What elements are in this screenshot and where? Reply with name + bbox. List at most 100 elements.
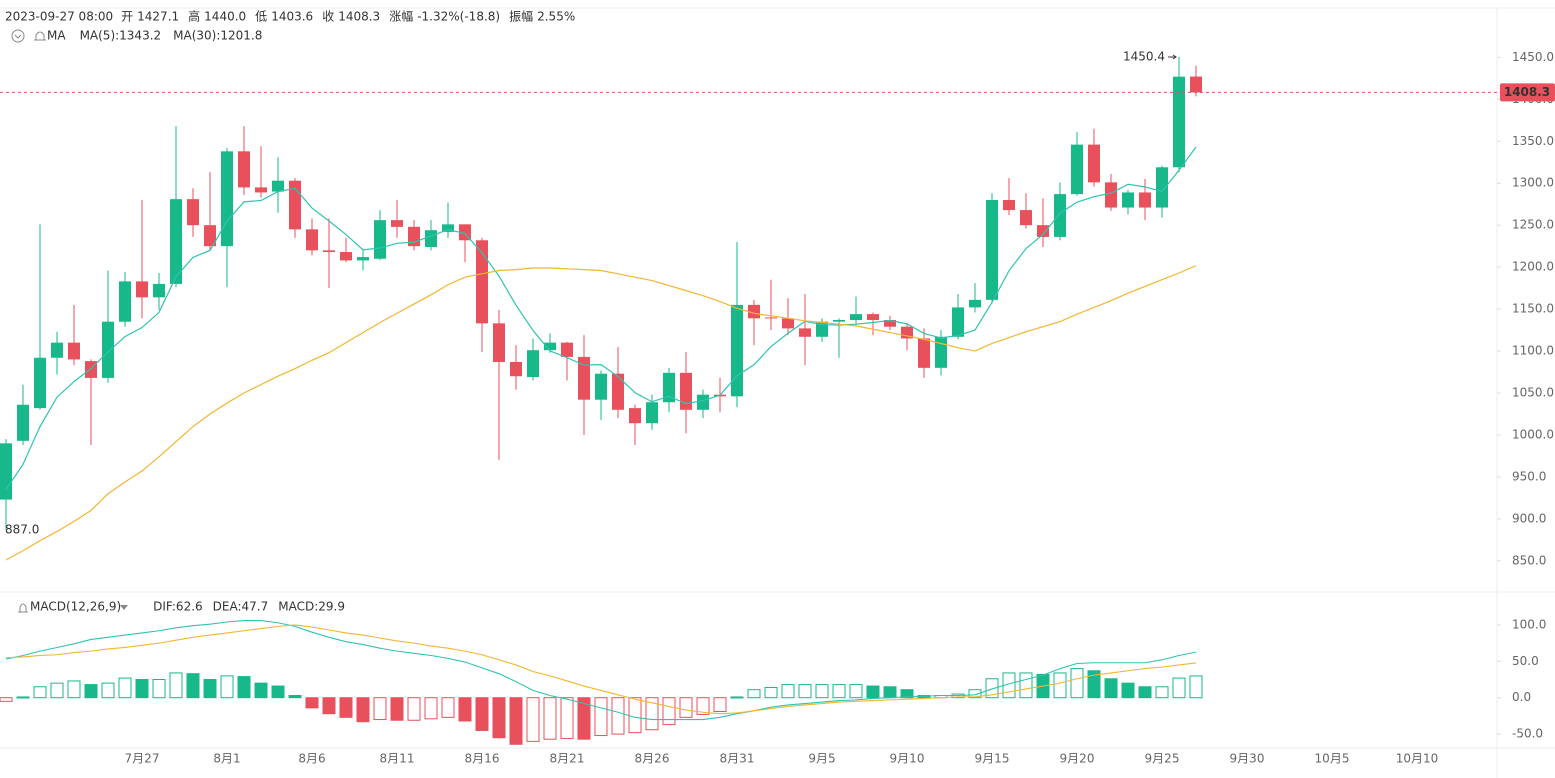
x-tick-label: 10月10 (1396, 752, 1439, 766)
candle-body (901, 326, 913, 339)
macd-bar (696, 697, 710, 715)
legend-entry: MACD:29.9 (278, 600, 345, 614)
ma-line (5, 265, 1197, 561)
last-price-label: 1408.3 (1504, 85, 1550, 99)
candle-body (1088, 144, 1100, 183)
macd-bar (1087, 670, 1101, 699)
field-value: 1427.1 (137, 10, 179, 24)
macd-bar (254, 682, 268, 699)
x-tick-label: 7月27 (125, 752, 160, 766)
macd-bar (50, 682, 64, 699)
candle-body (527, 350, 539, 378)
candle-body (153, 283, 165, 298)
field-label: 收 (322, 10, 334, 24)
macd-bar (1104, 678, 1118, 699)
macd-bar (1070, 668, 1084, 699)
candle-body (323, 250, 335, 253)
legend-entry: DEA:47.7 (213, 600, 269, 614)
candle-body (493, 323, 505, 362)
macd-bar (33, 686, 47, 699)
macd-bar (339, 697, 353, 718)
candle-body (867, 314, 879, 320)
macd-bar (509, 697, 523, 745)
macd-bar (220, 675, 234, 699)
candle-body (1105, 182, 1117, 208)
dropdown-icon[interactable] (120, 605, 128, 610)
y-tick-label: 50.0 (1512, 654, 1539, 668)
field-label: 开 (121, 10, 133, 24)
candle-body (17, 404, 29, 441)
candle-body (731, 304, 743, 397)
candle-body (170, 199, 182, 284)
legend-title: MACD(12,26,9) (30, 600, 121, 614)
ma-line (5, 146, 1197, 490)
legend-entry: MA(30):1201.8 (173, 29, 262, 43)
candle-body (272, 180, 284, 192)
x-tick-label: 8月21 (550, 752, 585, 766)
candle-body (374, 220, 386, 259)
candle-body (646, 402, 658, 424)
candle-body (969, 299, 981, 308)
macd-bar (169, 672, 183, 699)
x-tick-label: 8月6 (298, 752, 325, 766)
field-label: 振幅 (509, 9, 533, 24)
candle-body (391, 220, 403, 227)
max-arrow (1168, 54, 1177, 60)
macd-bar (900, 689, 914, 699)
macd-bar (849, 684, 863, 699)
field-value: 1408.3 (338, 10, 380, 24)
macd-bar (271, 685, 285, 699)
x-tick-label: 9月20 (1060, 752, 1095, 766)
macd-bar (1019, 672, 1033, 699)
collapse-icon[interactable] (11, 29, 25, 43)
macd-bar (407, 697, 421, 721)
y-tick-label: 900.0 (1512, 511, 1546, 525)
macd-bar (135, 679, 149, 699)
ma-icons (11, 29, 46, 43)
y-tick-label: 1250.0 (1512, 218, 1554, 232)
candle-body (221, 151, 233, 247)
macd-bar (713, 697, 727, 713)
candle-body (544, 342, 556, 351)
x-tick-label: 8月16 (465, 752, 500, 766)
macd-bar (322, 697, 336, 715)
candle-body (935, 336, 947, 368)
macd-bar (305, 697, 319, 709)
candle-body (1156, 167, 1168, 208)
candle-body (918, 338, 930, 368)
candle-body (884, 319, 896, 327)
macd-bar (1121, 682, 1135, 699)
y-tick-label: 1300.0 (1512, 176, 1554, 190)
candle-body (1122, 192, 1134, 208)
bell-icon[interactable] (18, 603, 28, 613)
candle-body (850, 314, 862, 320)
macd-bar (543, 697, 557, 740)
macd-bar (628, 697, 642, 734)
macd-bar (475, 697, 489, 731)
candle-body (1054, 194, 1066, 237)
macd-bar (101, 682, 115, 699)
y-tick-label: 850.0 (1512, 553, 1546, 567)
macd-bar (594, 697, 608, 737)
candle-body (340, 252, 352, 261)
macd-bar (1138, 686, 1152, 699)
candle-body (765, 317, 777, 319)
macd-bar (645, 697, 659, 731)
macd-bar (424, 697, 438, 720)
macd-bar (441, 697, 455, 718)
min-label: 887.0 (5, 522, 39, 536)
field-value: 1403.6 (271, 10, 313, 24)
macd-line (5, 624, 1197, 715)
macd-bar (356, 697, 370, 723)
macd-bar (798, 684, 812, 699)
candle-body (119, 281, 131, 322)
candle-body (1071, 144, 1083, 195)
field-label: 低 (255, 10, 267, 24)
field-label: 涨幅 (389, 9, 413, 24)
candle-body (748, 304, 760, 319)
candle-body (0, 443, 12, 500)
bell-icon[interactable] (34, 31, 46, 41)
candle-body (34, 357, 46, 409)
legend-title: MA (47, 29, 66, 43)
